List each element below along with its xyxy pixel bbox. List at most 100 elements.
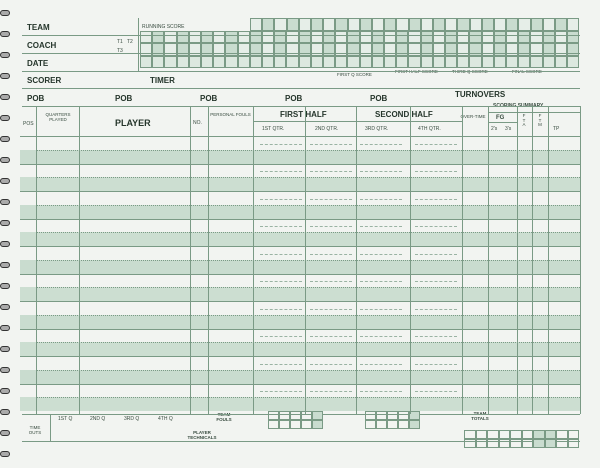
running-score-cell[interactable] xyxy=(140,30,153,43)
running-score-cell[interactable] xyxy=(384,43,397,56)
running-score-cell[interactable] xyxy=(347,30,360,43)
player-row[interactable] xyxy=(20,301,580,329)
running-score-cell[interactable] xyxy=(359,55,372,68)
running-score-cell[interactable] xyxy=(384,30,397,43)
team-foul-box[interactable] xyxy=(365,411,376,420)
player-row[interactable] xyxy=(20,191,580,219)
team-foul-box[interactable] xyxy=(290,411,301,420)
scoring-ticks[interactable] xyxy=(415,253,457,255)
running-score-cell[interactable] xyxy=(323,55,336,68)
running-score-cell[interactable] xyxy=(188,55,201,68)
running-score-cell[interactable] xyxy=(323,43,336,56)
team-totals-box[interactable] xyxy=(510,439,522,448)
running-score-cell[interactable] xyxy=(481,55,494,68)
running-score-cell[interactable] xyxy=(371,55,384,68)
team-totals-box[interactable] xyxy=(544,430,556,439)
scoring-ticks[interactable] xyxy=(260,253,302,255)
team-totals-box[interactable] xyxy=(475,430,487,439)
team-totals-box[interactable] xyxy=(544,439,556,448)
team-totals-box[interactable] xyxy=(533,430,545,439)
running-score-cell[interactable] xyxy=(201,55,214,68)
scoring-ticks[interactable] xyxy=(360,198,402,200)
scoring-ticks[interactable] xyxy=(310,391,352,393)
scoring-ticks[interactable] xyxy=(310,143,352,145)
running-score-cell[interactable] xyxy=(530,55,543,68)
scoring-ticks[interactable] xyxy=(260,171,302,173)
running-score-cell[interactable] xyxy=(140,55,153,68)
scoring-ticks[interactable] xyxy=(260,363,302,365)
running-score-cell[interactable] xyxy=(469,43,482,56)
team-totals-box[interactable] xyxy=(475,439,487,448)
running-score-cell[interactable] xyxy=(408,30,421,43)
scoring-ticks[interactable] xyxy=(415,363,457,365)
scoring-ticks[interactable] xyxy=(415,226,457,228)
team-foul-box[interactable] xyxy=(409,411,420,420)
running-score-cell[interactable] xyxy=(493,43,506,56)
running-score-cell[interactable] xyxy=(359,18,372,31)
running-score-cell[interactable] xyxy=(408,43,421,56)
player-row[interactable] xyxy=(20,246,580,274)
running-score-cell[interactable] xyxy=(274,30,287,43)
running-score-cell[interactable] xyxy=(457,43,470,56)
running-score-cell[interactable] xyxy=(432,43,445,56)
running-score-cell[interactable] xyxy=(225,55,238,68)
running-score-cell[interactable] xyxy=(506,55,519,68)
running-score-cell[interactable] xyxy=(249,55,262,68)
running-score-cell[interactable] xyxy=(250,18,263,31)
team-foul-box[interactable] xyxy=(279,420,290,429)
running-score-cell[interactable] xyxy=(152,30,165,43)
scoring-ticks[interactable] xyxy=(360,281,402,283)
running-score-cell[interactable] xyxy=(298,30,311,43)
running-score-cell[interactable] xyxy=(262,30,275,43)
running-score-cell[interactable] xyxy=(286,55,299,68)
team-foul-box[interactable] xyxy=(290,420,301,429)
running-score-cell[interactable] xyxy=(335,43,348,56)
team-totals-box[interactable] xyxy=(464,430,476,439)
scoring-ticks[interactable] xyxy=(310,253,352,255)
running-score-cell[interactable] xyxy=(188,30,201,43)
running-score-cell[interactable] xyxy=(420,43,433,56)
scoring-ticks[interactable] xyxy=(360,143,402,145)
running-score-cell[interactable] xyxy=(433,18,446,31)
running-score-cell[interactable] xyxy=(249,43,262,56)
team-totals-box[interactable] xyxy=(464,439,476,448)
running-score-cell[interactable] xyxy=(164,43,177,56)
running-score-cell[interactable] xyxy=(262,43,275,56)
scoring-ticks[interactable] xyxy=(310,308,352,310)
running-score-cell[interactable] xyxy=(457,18,470,31)
running-score-cell[interactable] xyxy=(335,30,348,43)
running-score-cell[interactable] xyxy=(262,18,275,31)
player-row[interactable] xyxy=(20,356,580,384)
running-score-cell[interactable] xyxy=(396,55,409,68)
running-score-cell[interactable] xyxy=(506,30,519,43)
running-score-cell[interactable] xyxy=(274,55,287,68)
team-foul-box[interactable] xyxy=(312,411,323,420)
running-score-cell[interactable] xyxy=(396,43,409,56)
running-score-cell[interactable] xyxy=(335,18,348,31)
scoring-ticks[interactable] xyxy=(260,281,302,283)
player-row[interactable] xyxy=(20,274,580,302)
running-score-cell[interactable] xyxy=(323,30,336,43)
running-score-cell[interactable] xyxy=(176,43,189,56)
scoring-ticks[interactable] xyxy=(415,198,457,200)
team-foul-box[interactable] xyxy=(387,411,398,420)
running-score-cell[interactable] xyxy=(274,18,287,31)
running-score-cell[interactable] xyxy=(396,30,409,43)
running-score-cell[interactable] xyxy=(176,55,189,68)
running-score-cell[interactable] xyxy=(335,55,348,68)
running-score-cell[interactable] xyxy=(542,30,555,43)
scoring-ticks[interactable] xyxy=(260,336,302,338)
running-score-cell[interactable] xyxy=(213,30,226,43)
running-score-cell[interactable] xyxy=(347,43,360,56)
scoring-ticks[interactable] xyxy=(360,308,402,310)
scoring-ticks[interactable] xyxy=(310,336,352,338)
team-totals-box[interactable] xyxy=(556,439,568,448)
scoring-ticks[interactable] xyxy=(260,143,302,145)
running-score-cell[interactable] xyxy=(371,30,384,43)
running-score-cell[interactable] xyxy=(311,18,324,31)
scoring-ticks[interactable] xyxy=(310,363,352,365)
scoring-ticks[interactable] xyxy=(310,171,352,173)
running-score-cell[interactable] xyxy=(457,55,470,68)
running-score-cell[interactable] xyxy=(237,55,250,68)
scoring-ticks[interactable] xyxy=(260,308,302,310)
